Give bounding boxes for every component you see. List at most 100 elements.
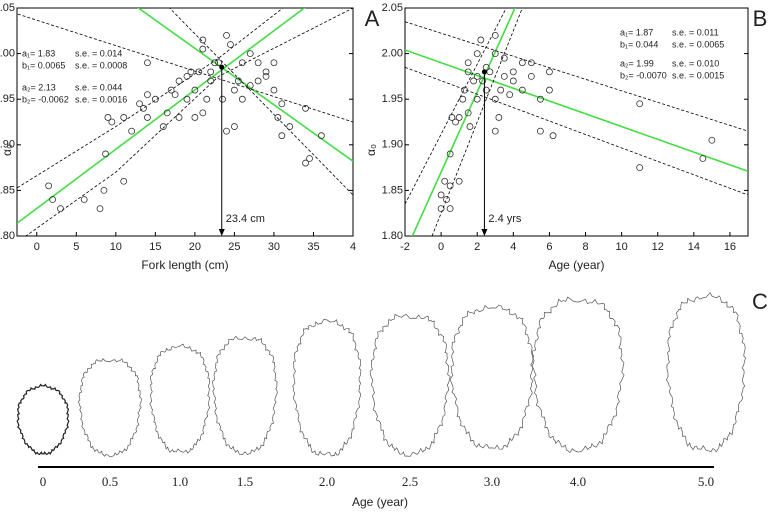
data-point: [199, 36, 207, 44]
data-point: [80, 196, 88, 203]
data-point: [286, 123, 294, 130]
data-point: [159, 123, 167, 130]
panel-label: B: [753, 6, 768, 31]
x-tick-label: 2: [474, 241, 480, 253]
x-tick-label: 10: [110, 241, 122, 253]
data-point: [57, 205, 64, 213]
otolith-outline: [149, 343, 211, 454]
x-axis-label: Age (year): [548, 258, 604, 272]
fit-statistic: b₂= -0.0062: [22, 94, 69, 104]
fit-statistic: b₂= -0.0070: [620, 70, 667, 80]
data-point: [246, 50, 254, 57]
fit-statistic: s.e. = 0.0065: [672, 39, 724, 49]
data-point: [187, 68, 195, 76]
y-tick-label: 1.95: [382, 93, 403, 105]
data-point: [479, 77, 487, 85]
data-point: [207, 77, 215, 85]
data-point: [491, 127, 499, 135]
intersection-point: [481, 69, 487, 75]
data-point: [219, 95, 226, 103]
otolith-outline: [531, 296, 625, 454]
data-point: [317, 132, 325, 140]
fit-statistic: s.e. = 0.0008: [75, 60, 127, 70]
y-tick-label: 1.85: [0, 184, 15, 196]
x-tick-label: 5: [73, 241, 79, 253]
data-point: [302, 159, 309, 167]
fit-line: [17, 8, 306, 224]
data-point: [546, 86, 553, 94]
data-point: [234, 77, 242, 85]
x-tick-label: 6: [546, 241, 552, 253]
data-point: [497, 86, 505, 94]
data-point: [491, 95, 499, 103]
data-point: [278, 100, 286, 108]
x-tick-label: 16: [724, 241, 736, 253]
confidence-band: [17, 13, 353, 123]
data-point: [441, 177, 449, 185]
data-point: [509, 68, 517, 76]
x-tick-label: 0: [34, 241, 40, 253]
y-tick-label: 1.85: [382, 184, 403, 196]
data-point: [464, 59, 472, 67]
plot-frame: [404, 7, 749, 237]
data-point: [96, 205, 104, 213]
data-point: [175, 77, 183, 85]
otolith-outline: [369, 313, 451, 457]
fit-line: [405, 49, 748, 173]
x-tick-label: 20: [189, 241, 201, 253]
data-point: [464, 68, 472, 76]
data-point: [203, 95, 211, 103]
y-tick-label: 1.95: [0, 93, 15, 105]
data-point: [549, 132, 557, 140]
data-point: [262, 73, 270, 80]
data-point: [518, 86, 526, 94]
data-point: [482, 86, 490, 94]
data-point: [175, 114, 183, 121]
plot-area: [405, 8, 748, 236]
data-point: [448, 114, 456, 121]
data-point: [446, 182, 454, 190]
x-tick-label: 4: [350, 241, 356, 253]
data-point: [509, 77, 517, 85]
confidence-band: [431, 8, 523, 236]
data-point: [254, 59, 262, 67]
data-point: [464, 109, 472, 117]
confidence-band: [405, 21, 748, 132]
data-point: [470, 77, 478, 85]
data-point: [500, 73, 508, 80]
data-point: [274, 114, 282, 121]
data-point: [144, 59, 151, 67]
data-point: [459, 95, 467, 103]
data-point: [246, 82, 254, 89]
data-point: [443, 196, 450, 203]
fit-statistic: a₂= 2.13: [22, 82, 56, 92]
data-point: [207, 68, 215, 76]
data-point: [546, 68, 553, 76]
intersection-point: [219, 64, 225, 70]
data-point: [270, 59, 278, 67]
x-tick-label: 30: [268, 241, 280, 253]
x-tick-label: 25: [228, 241, 240, 253]
y-tick-label: 1.80: [0, 230, 15, 242]
data-point: [455, 114, 463, 121]
y-axis-label: α₀: [0, 144, 14, 156]
age-label: 1.5: [237, 474, 253, 489]
data-point: [446, 205, 454, 213]
y-tick-label: 2.05: [382, 2, 403, 14]
data-point: [120, 177, 128, 185]
data-point: [191, 86, 199, 94]
data-point: [223, 31, 230, 39]
data-point: [151, 95, 159, 103]
age-label: 2.5: [402, 474, 418, 489]
data-point: [495, 114, 503, 121]
confidence-band: [17, 8, 284, 189]
data-point: [486, 68, 494, 76]
arrow-head: [481, 229, 488, 236]
age-label: 1.0: [172, 474, 188, 489]
fit-statistic: a₂= 1.99: [620, 58, 654, 68]
data-point: [100, 186, 108, 194]
data-point: [278, 132, 286, 140]
data-point: [452, 118, 459, 126]
data-point: [104, 114, 112, 121]
